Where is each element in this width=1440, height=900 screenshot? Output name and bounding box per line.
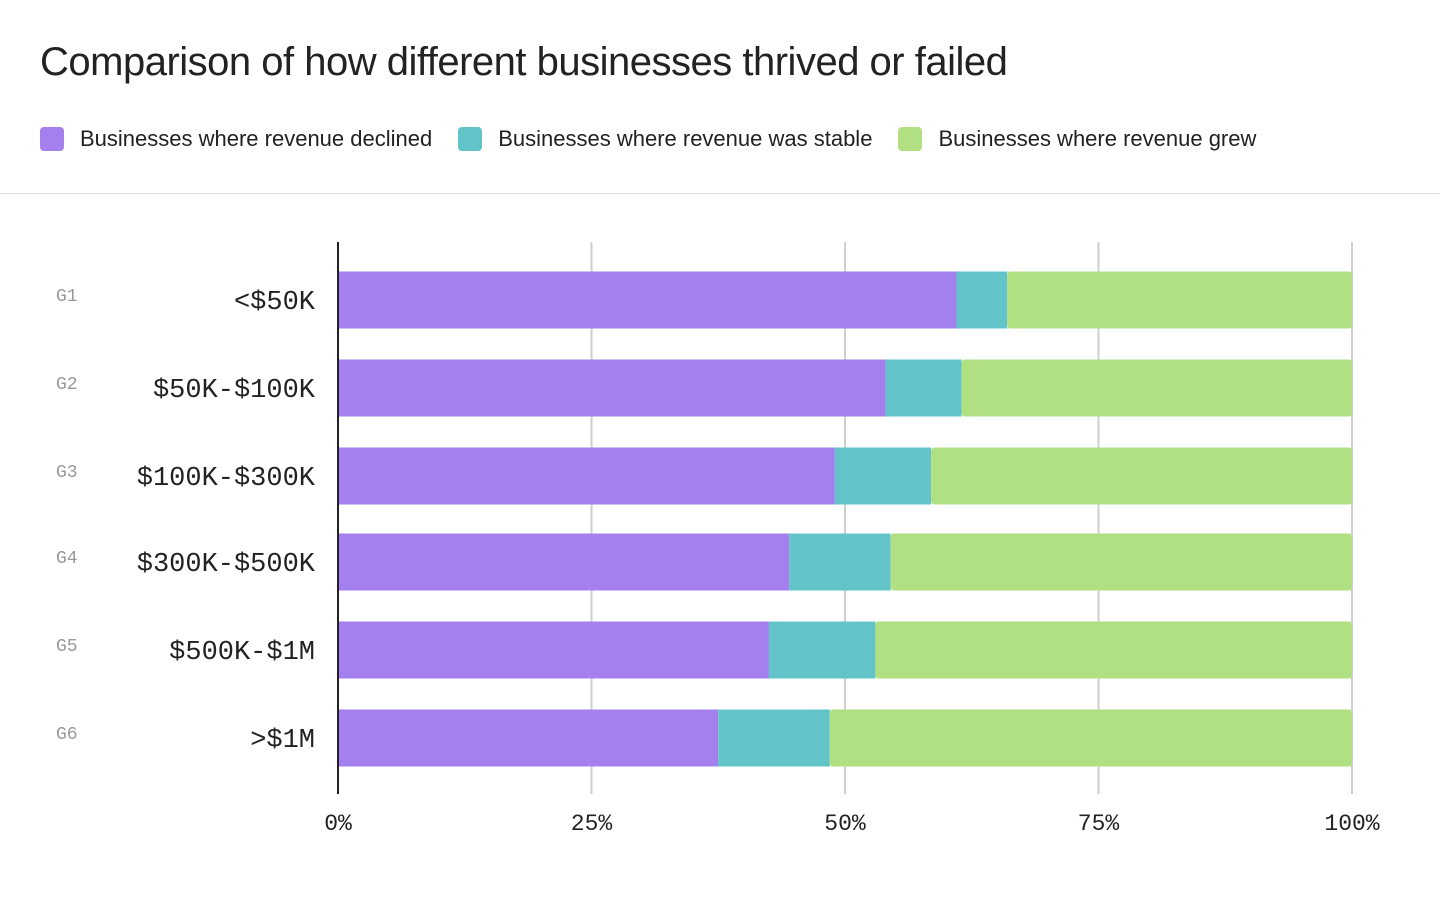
group-id-label: G4	[56, 549, 78, 569]
bar-segment	[338, 709, 719, 767]
bar-segment	[338, 621, 769, 679]
bar-segment	[931, 447, 1352, 505]
bar-segment	[961, 359, 1352, 417]
legend-swatch-grew	[898, 127, 923, 151]
x-tick-label: 50%	[824, 811, 866, 837]
bar-segment	[885, 359, 962, 417]
category-label: $300K-$500K	[137, 550, 316, 580]
category-label: $100K-$300K	[137, 464, 316, 494]
legend-item-grew: Businesses where revenue grew	[898, 126, 1256, 152]
bar-segment	[338, 447, 835, 505]
bar-segment	[829, 709, 1352, 767]
group-id-label: G3	[56, 463, 78, 483]
chart-title: Comparison of how different businesses t…	[40, 40, 1008, 84]
legend-item-declined: Businesses where revenue declined	[40, 126, 432, 152]
bar-segment	[768, 621, 876, 679]
bar-segment	[718, 709, 830, 767]
bar-segment	[956, 271, 1008, 329]
bar-segment	[338, 359, 886, 417]
category-label: $500K-$1M	[169, 638, 315, 668]
legend-label-declined: Businesses where revenue declined	[80, 126, 433, 151]
legend-swatch-declined	[40, 127, 64, 151]
category-label: $50K-$100K	[153, 376, 316, 406]
bar-segment	[875, 621, 1352, 679]
group-id-label: G1	[56, 287, 78, 307]
legend-label-stable: Businesses where revenue was stable	[498, 126, 873, 151]
legend-label-grew: Businesses where revenue grew	[938, 126, 1257, 151]
x-tick-label: 0%	[324, 811, 352, 837]
x-tick-label: 75%	[1078, 811, 1120, 837]
bar-segment	[1007, 271, 1352, 329]
bar-segment	[338, 533, 790, 591]
group-id-label: G2	[56, 375, 78, 395]
bar-segment	[834, 447, 932, 505]
legend-item-stable: Businesses where revenue was stable	[458, 126, 872, 152]
group-id-label: G6	[56, 725, 78, 745]
x-tick-label: 100%	[1324, 811, 1379, 837]
group-id-label: G5	[56, 637, 78, 657]
bar-segment	[789, 533, 891, 591]
header-divider	[0, 193, 1440, 194]
legend: Businesses where revenue declined Busine…	[40, 124, 1282, 154]
category-label: <$50K	[234, 288, 316, 318]
x-tick-label: 25%	[571, 811, 613, 837]
bar-segment	[338, 271, 957, 329]
category-label: >$1M	[250, 726, 315, 756]
legend-swatch-stable	[458, 127, 483, 151]
bar-segment	[890, 533, 1352, 591]
